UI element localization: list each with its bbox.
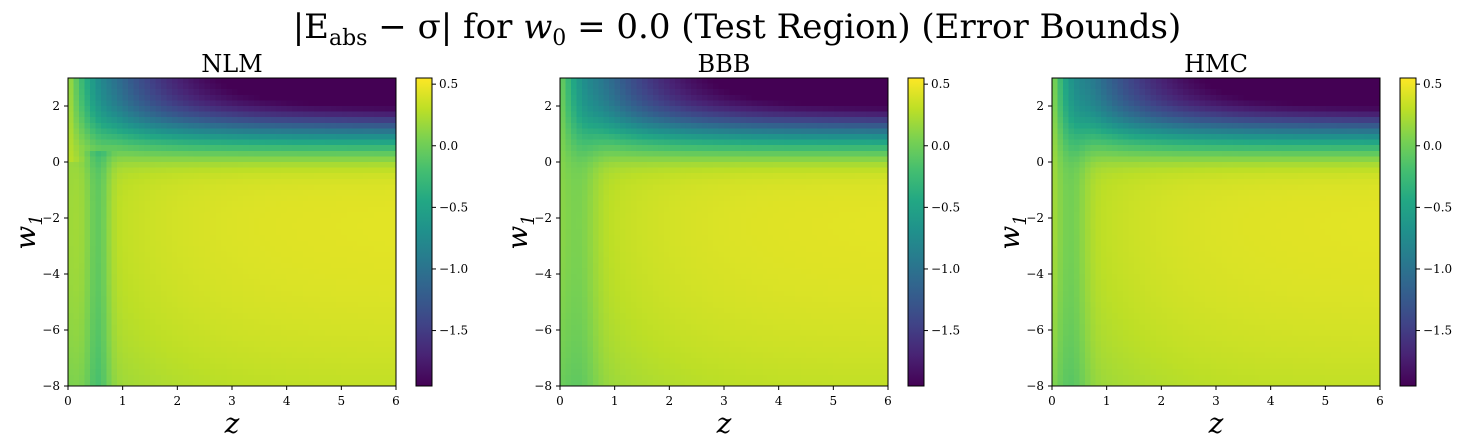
- suptitle-rest: = 0.0 (Test Region) (Error Bounds): [566, 7, 1181, 47]
- suptitle-sub: abs: [329, 26, 368, 51]
- x-tick-label: 2: [1158, 394, 1166, 408]
- suptitle-expr: |E: [293, 7, 329, 47]
- y-tick-label: −8: [534, 379, 552, 393]
- subplot-title: NLM: [201, 50, 263, 78]
- x-axis-label: z: [224, 407, 240, 440]
- y-tick-label: −6: [1026, 323, 1044, 337]
- colorbar-tick-label: −1.5: [931, 324, 960, 338]
- y-tick-label: 0: [52, 155, 60, 169]
- y-tick-label: −4: [1026, 267, 1044, 281]
- colorbar-tick-label: −0.5: [931, 200, 960, 214]
- colorbar-tick-label: −1.5: [439, 324, 468, 338]
- subplot-title: BBB: [698, 50, 751, 78]
- x-tick-label: 5: [338, 394, 346, 408]
- y-tick-label: 0: [1036, 155, 1044, 169]
- y-axis-label-sub: 1: [518, 214, 539, 225]
- x-tick-label: 6: [1376, 394, 1384, 408]
- colorbar-tick-label: 0.5: [931, 77, 950, 91]
- x-tick-label: 0: [64, 394, 72, 408]
- colorbar-tick-label: 0.0: [931, 139, 950, 153]
- x-tick-label: 1: [611, 394, 619, 408]
- y-tick-label: −8: [1026, 379, 1044, 393]
- x-axis-label: z: [716, 407, 732, 440]
- subplot-nlm: NLM 0 1 2 3 4 5 6 2 0 −2 −4 −6 −8 z w1 0.5 0.0 −0.5 −1.0 −1.…: [9, 50, 468, 440]
- x-tick-label: 4: [283, 394, 291, 408]
- subplot-hmc: HMC 0 1 2 3 4 5 6 2 0 −2 −4 −6 −8 z w1 0.5 0.0 −0.5 −1.0 −1.…: [993, 50, 1452, 440]
- suptitle-var: w: [523, 7, 552, 47]
- y-tick-label: 2: [52, 99, 60, 113]
- y-tick-label: 2: [544, 99, 552, 113]
- colorbar: [1399, 77, 1417, 387]
- heatmap-bbb: [560, 78, 889, 387]
- subplot-bbb: BBB 0 1 2 3 4 5 6 2 0 −2 −4 −6 −8 z w1 0.5 0.0 −0.5 −1.0 −1.…: [501, 50, 960, 440]
- x-tick-label: 5: [1322, 394, 1330, 408]
- y-tick-label: 0: [544, 155, 552, 169]
- y-tick-label: −4: [42, 267, 60, 281]
- y-tick-label: 2: [1036, 99, 1044, 113]
- colorbar: [907, 77, 925, 387]
- colorbar: [415, 77, 433, 387]
- colorbar-tick-label: 0.5: [439, 77, 458, 91]
- colorbar-tick-label: −1.0: [439, 262, 468, 276]
- y-tick-label: −2: [42, 211, 60, 225]
- figure-suptitle: |Eabs − σ| for w0 = 0.0 (Test Region) (E…: [293, 7, 1182, 51]
- x-tick-label: 3: [228, 394, 236, 408]
- x-tick-label: 4: [1267, 394, 1275, 408]
- x-tick-label: 6: [392, 394, 400, 408]
- colorbar-tick-label: 0.5: [1423, 77, 1442, 91]
- x-tick-label: 1: [119, 394, 127, 408]
- colorbar-tick-label: −1.5: [1423, 324, 1452, 338]
- x-tick-label: 2: [666, 394, 674, 408]
- y-tick-label: −6: [534, 323, 552, 337]
- heatmap-nlm: [68, 78, 397, 387]
- subplot-title: HMC: [1184, 50, 1248, 78]
- colorbar-tick-label: −0.5: [439, 200, 468, 214]
- x-tick-label: 4: [775, 394, 783, 408]
- y-tick-label: −2: [534, 211, 552, 225]
- y-tick-label: −8: [42, 379, 60, 393]
- x-tick-label: 0: [1048, 394, 1056, 408]
- x-axis-label: z: [1208, 407, 1224, 440]
- heatmap-hmc: [1052, 78, 1381, 387]
- x-tick-label: 1: [1103, 394, 1111, 408]
- y-tick-label: −6: [42, 323, 60, 337]
- x-tick-label: 0: [556, 394, 564, 408]
- y-axis-label-sub: 1: [1010, 214, 1031, 225]
- x-tick-label: 2: [174, 394, 182, 408]
- y-axis-label-sub: 1: [26, 214, 47, 225]
- y-axis-label: w1: [993, 214, 1031, 249]
- colorbar-tick-label: −1.0: [931, 262, 960, 276]
- colorbar-tick-label: 0.0: [439, 139, 458, 153]
- x-tick-label: 6: [884, 394, 892, 408]
- suptitle-var-sub: 0: [552, 26, 566, 51]
- x-tick-label: 3: [1212, 394, 1220, 408]
- suptitle-mid: − σ| for: [367, 7, 523, 47]
- y-axis-label: w1: [501, 214, 539, 249]
- colorbar-tick-label: −1.0: [1423, 262, 1452, 276]
- colorbar-tick-label: 0.0: [1423, 139, 1442, 153]
- x-tick-label: 3: [720, 394, 728, 408]
- y-tick-label: −2: [1026, 211, 1044, 225]
- colorbar-tick-label: −0.5: [1423, 200, 1452, 214]
- x-tick-label: 5: [830, 394, 838, 408]
- y-axis-label: w1: [9, 214, 47, 249]
- y-tick-label: −4: [534, 267, 552, 281]
